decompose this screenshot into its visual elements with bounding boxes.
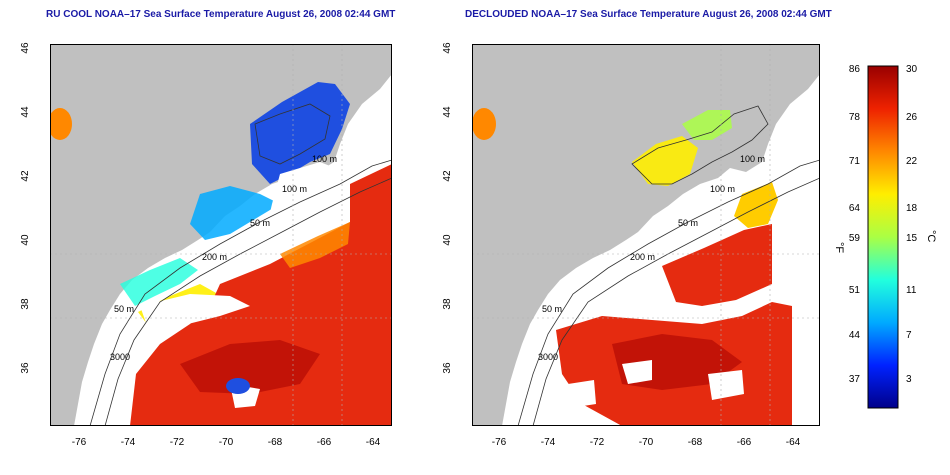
x-tick-label: -68	[688, 437, 703, 448]
colorbar-celsius-tick: 22	[906, 156, 918, 167]
left-map-canvas: 100 m 100 m 50 m 200 m 50 m 3000	[48, 44, 393, 427]
x-tick-label: -74	[541, 437, 556, 448]
colorbar-fahrenheit-tick: 86	[849, 64, 861, 75]
colorbar-fahrenheit-tick: 37	[849, 374, 861, 385]
contour-label: 200 m	[202, 252, 227, 262]
y-tick-label: 46	[442, 42, 453, 54]
colorbar-fahrenheit-tick: 64	[849, 203, 861, 214]
isobath-contour	[517, 159, 821, 427]
x-tick-label: -70	[639, 437, 654, 448]
sst-warm-patch	[472, 108, 496, 140]
left-sst-map: 100 m 100 m 50 m 200 m 50 m 3000	[48, 44, 393, 427]
sst-dark-red-core	[180, 340, 320, 394]
map-border	[50, 44, 392, 426]
sst-warm-patch	[48, 108, 72, 140]
x-tick-label: -66	[737, 437, 752, 448]
cloud-gap	[265, 162, 350, 244]
x-tick-label: -70	[219, 437, 234, 448]
x-tick-label: -72	[170, 437, 185, 448]
sst-cyan-patches	[120, 258, 198, 306]
contour-label: 50 m	[250, 218, 270, 228]
x-tick-label: -64	[786, 437, 801, 448]
y-tick-label: 38	[20, 298, 31, 310]
map-graticule	[472, 44, 820, 426]
colorbar-fahrenheit-tick: 59	[849, 233, 861, 244]
colorbar-celsius-tick: 11	[906, 285, 917, 296]
land-mass	[472, 44, 820, 426]
y-tick-label: 42	[20, 170, 31, 182]
contour-label: 100 m	[710, 184, 735, 194]
colorbar-gradient	[867, 65, 899, 409]
isobath-contour	[89, 159, 393, 427]
y-tick-label: 36	[442, 362, 453, 374]
cloud-gap	[140, 294, 250, 334]
colorbar-celsius-tick: 7	[906, 330, 912, 341]
x-tick-label: -72	[590, 437, 605, 448]
colorbar-celsius-tick: 18	[906, 203, 918, 214]
isobath-contour	[631, 105, 769, 185]
map-border	[472, 44, 820, 426]
sst-cold-eddy	[226, 378, 250, 394]
colorbar-celsius-tick: 26	[906, 112, 918, 123]
sst-cool-patches	[190, 186, 280, 240]
y-tick-label: 44	[442, 106, 453, 118]
contour-label: 50 m	[678, 218, 698, 228]
contour-label: 50 m	[114, 304, 134, 314]
colorbar-fahrenheit-tick: 78	[849, 112, 861, 123]
x-tick-label: -66	[317, 437, 332, 448]
sst-orange-band	[280, 222, 350, 268]
y-tick-label: 42	[442, 170, 453, 182]
map-graticule	[50, 44, 392, 426]
sst-shelf-patch	[682, 110, 732, 140]
contour-label: 3000	[110, 352, 130, 362]
contour-label: 100 m	[312, 154, 337, 164]
contour-label: 50 m	[542, 304, 562, 314]
sst-yellow-edge	[734, 182, 778, 228]
colorbar: 86 78 71 64 59 51 44 37 30 26 22 18 15 11 7 3 °F °C	[833, 64, 937, 409]
contour-label: 100 m	[740, 154, 765, 164]
contour-label: 100 m	[282, 184, 307, 194]
cloud-gap	[708, 370, 744, 400]
colorbar-fahrenheit-tick: 44	[849, 330, 861, 341]
x-tick-label: -68	[268, 437, 283, 448]
colorbar-celsius-tick: 3	[906, 374, 912, 385]
contour-label: 200 m	[630, 252, 655, 262]
contour-label: 3000	[538, 352, 558, 362]
colorbar-celsius-tick: 30	[906, 64, 918, 75]
isobath-contour	[254, 103, 331, 165]
right-map-canvas: 100 m 100 m 50 m 200 m 50 m 3000	[472, 44, 821, 427]
colorbar-celsius-unit: °C	[925, 230, 937, 242]
cloud-gap	[568, 380, 596, 408]
sst-shelf-patch	[632, 136, 698, 186]
left-map-title: RU COOL NOAA–17 Sea Surface Temperature …	[46, 9, 396, 20]
cloud-gap	[622, 360, 652, 384]
isobath-contour	[532, 177, 821, 427]
y-tick-label: 38	[442, 298, 453, 310]
x-tick-label: -64	[366, 437, 381, 448]
sst-warm-offshore	[662, 224, 772, 306]
x-tick-label: -76	[72, 437, 87, 448]
y-tick-label: 44	[20, 106, 31, 118]
colorbar-fahrenheit-unit: °F	[833, 242, 845, 253]
colorbar-fahrenheit-tick: 71	[849, 156, 861, 167]
sst-cold-gulf-maine	[250, 82, 350, 184]
x-tick-label: -74	[121, 437, 136, 448]
right-sst-map: 100 m 100 m 50 m 200 m 50 m 3000	[472, 44, 821, 427]
colorbar-celsius-tick: 15	[906, 233, 918, 244]
y-tick-label: 46	[20, 42, 31, 54]
x-tick-label: -76	[492, 437, 507, 448]
y-tick-label: 40	[442, 234, 453, 246]
right-map-title: DECLOUDED NOAA–17 Sea Surface Temperatur…	[465, 9, 832, 20]
isobath-contour	[104, 177, 393, 427]
y-tick-label: 36	[20, 362, 31, 374]
colorbar-fahrenheit-tick: 51	[849, 285, 861, 296]
y-tick-label: 40	[20, 234, 31, 246]
